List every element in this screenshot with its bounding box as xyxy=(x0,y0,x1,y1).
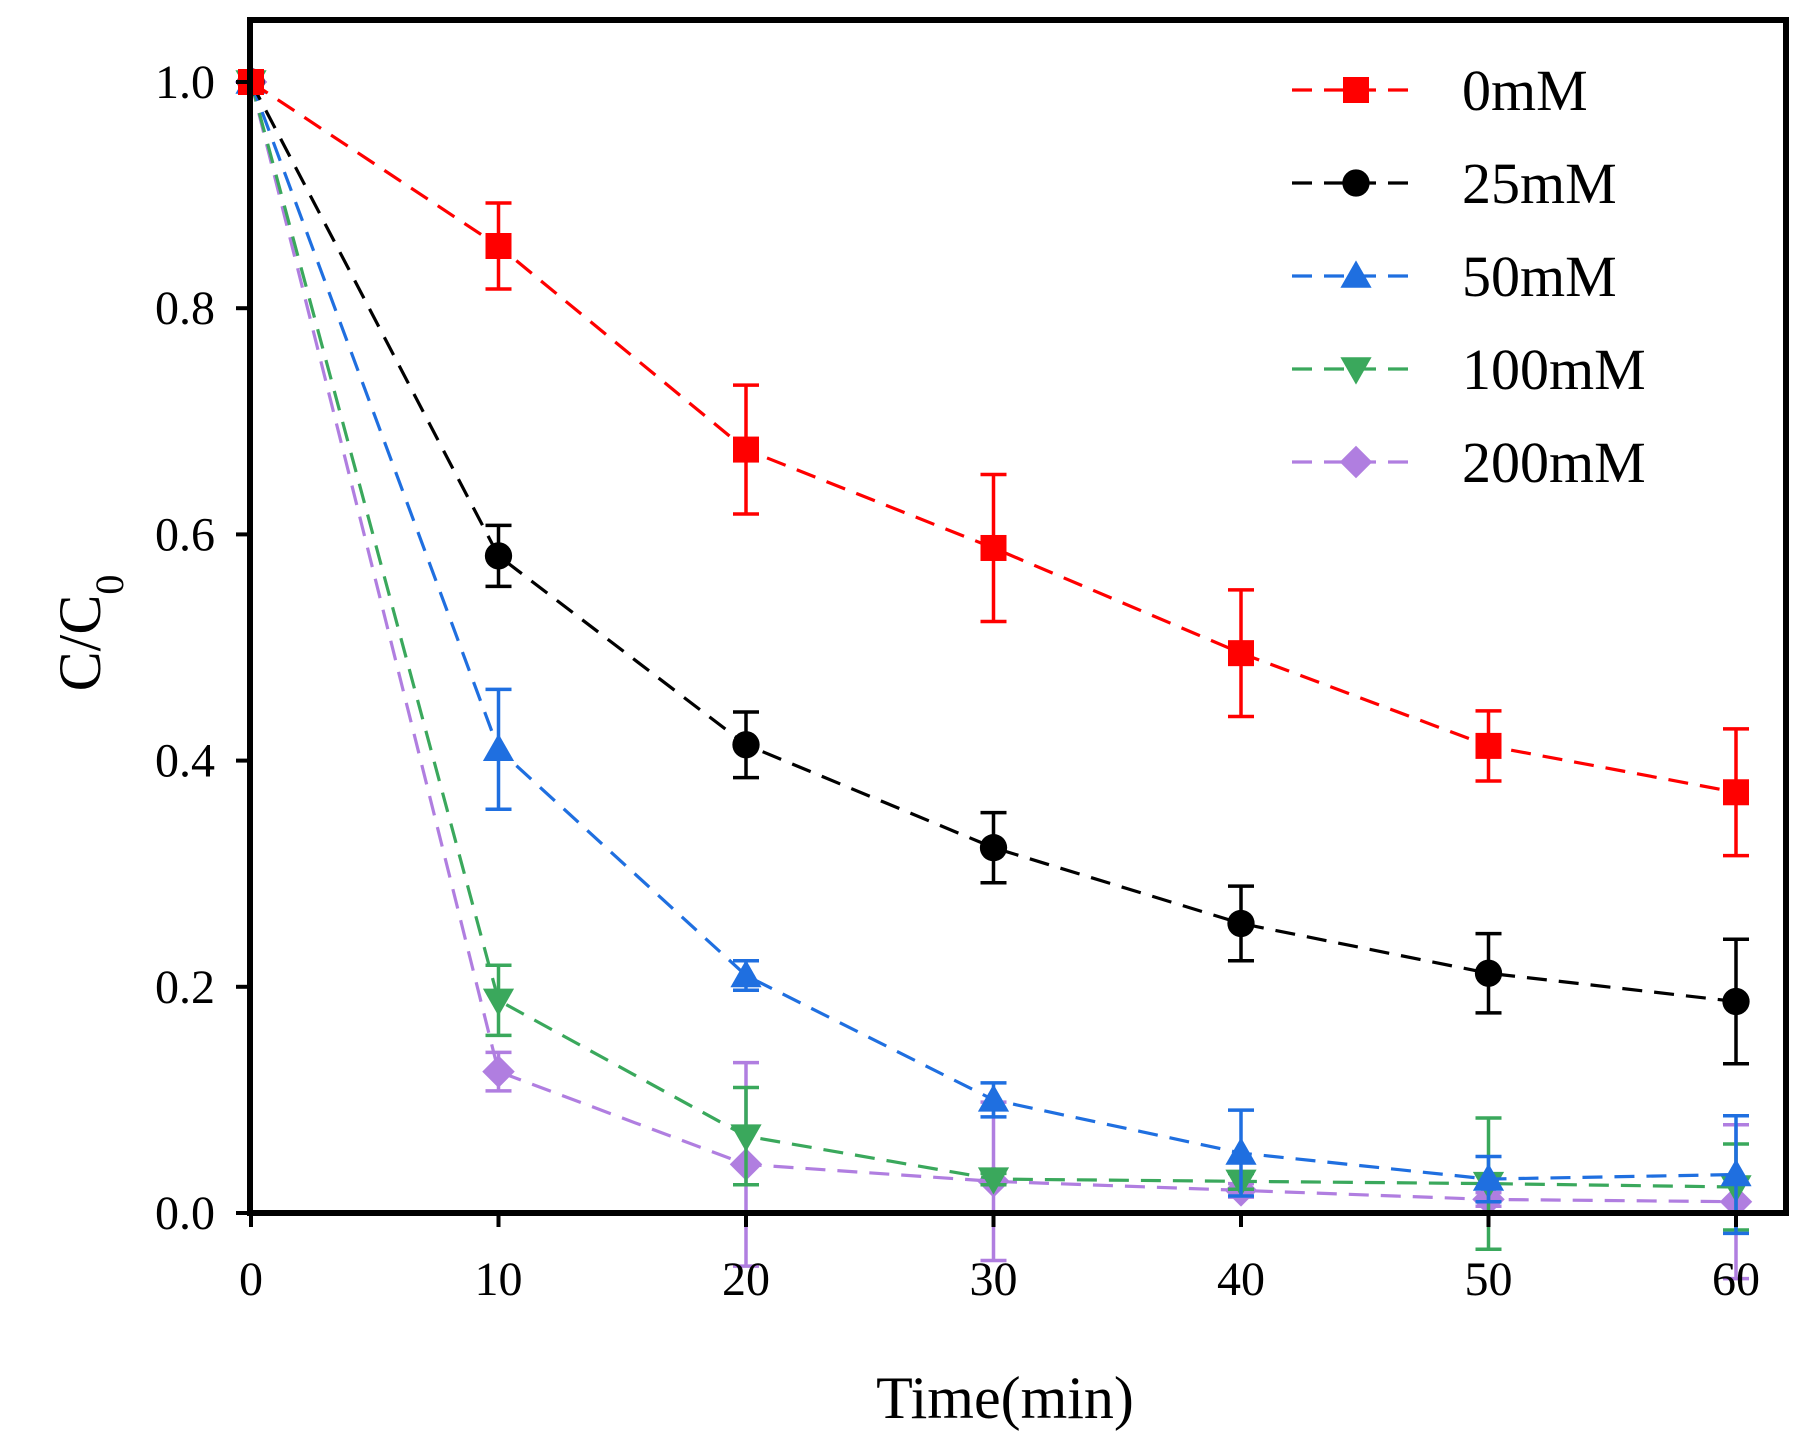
y-tick-label: 0.8 xyxy=(155,282,215,335)
x-axis-title: Time(min) xyxy=(876,1365,1134,1431)
x-tick-label: 40 xyxy=(1217,1253,1265,1306)
series-0mm xyxy=(238,69,1749,858)
legend-marker xyxy=(1340,357,1372,385)
data-point-0mm-40 xyxy=(1228,640,1254,667)
data-point-0mm-60 xyxy=(1723,779,1749,806)
legend-item-0mm: 0mM xyxy=(1292,58,1588,123)
legend: 0mM 25mM 50mM 100mM 200mM xyxy=(1292,58,1646,495)
data-point-100mm-20 xyxy=(730,1124,762,1152)
data-point-50mm-50 xyxy=(1472,1163,1505,1191)
data-point-25mm-30 xyxy=(979,834,1008,862)
data-point-25mm-20 xyxy=(732,731,760,759)
y-tick-label: 0.6 xyxy=(155,508,215,561)
data-point-0mm-20 xyxy=(733,436,759,463)
legend-label: 200mM xyxy=(1462,430,1646,495)
data-point-0mm-10 xyxy=(485,232,512,259)
x-tick-label: 10 xyxy=(475,1253,523,1306)
legend-marker xyxy=(1342,169,1370,197)
data-point-200mm-10 xyxy=(482,1055,515,1088)
legend-label: 100mM xyxy=(1462,337,1646,402)
y-tick-label: 1.0 xyxy=(155,56,215,109)
data-point-50mm-10 xyxy=(482,733,515,761)
legend-label: 25mM xyxy=(1462,151,1617,216)
x-tick-label: 50 xyxy=(1465,1253,1513,1306)
legend-label: 50mM xyxy=(1462,244,1617,309)
legend-item-50mm: 50mM xyxy=(1292,244,1617,309)
data-point-50mm-20 xyxy=(730,959,762,988)
data-point-50mm-60 xyxy=(1720,1158,1752,1187)
legend-marker xyxy=(1343,77,1369,103)
data-point-25mm-60 xyxy=(1722,987,1750,1016)
data-point-100mm-30 xyxy=(977,1167,1010,1195)
y-tick-label: 0.4 xyxy=(155,735,215,788)
y-tick-label: 0.0 xyxy=(155,1187,215,1240)
legend-item-100mm: 100mM xyxy=(1292,337,1646,402)
data-point-25mm-10 xyxy=(484,542,513,570)
plot-frame xyxy=(247,17,1789,1216)
x-tick-label: 20 xyxy=(722,1253,770,1306)
data-point-25mm-40 xyxy=(1227,909,1255,938)
x-tick-label: 60 xyxy=(1712,1253,1760,1306)
legend-item-200mm: 200mM xyxy=(1292,430,1646,495)
data-point-50mm-30 xyxy=(977,1084,1010,1112)
y-axis-title: C/C0 xyxy=(47,575,132,692)
legend-item-25mm: 25mM xyxy=(1292,151,1617,216)
y-tick-label: 0.2 xyxy=(155,961,215,1014)
x-tick-label: 30 xyxy=(970,1253,1018,1306)
data-point-0mm-50 xyxy=(1475,732,1502,759)
data-point-0mm-30 xyxy=(980,534,1007,561)
legend-marker xyxy=(1339,445,1373,479)
x-tick-label: 0 xyxy=(239,1253,263,1306)
data-point-25mm-50 xyxy=(1474,959,1503,987)
data-point-100mm-10 xyxy=(482,988,515,1016)
y-axis-title-main: C/C xyxy=(47,595,113,692)
y-axis-title-subscript: 0 xyxy=(87,575,132,595)
axes-layer: 0 10 20 30 40 50 60 0.0 0.2 0.4 0.6 0.8 1.0 xyxy=(155,17,1789,1306)
legend-marker xyxy=(1340,260,1372,288)
data-point-50mm-40 xyxy=(1225,1137,1257,1165)
legend-label: 0mM xyxy=(1462,58,1588,123)
